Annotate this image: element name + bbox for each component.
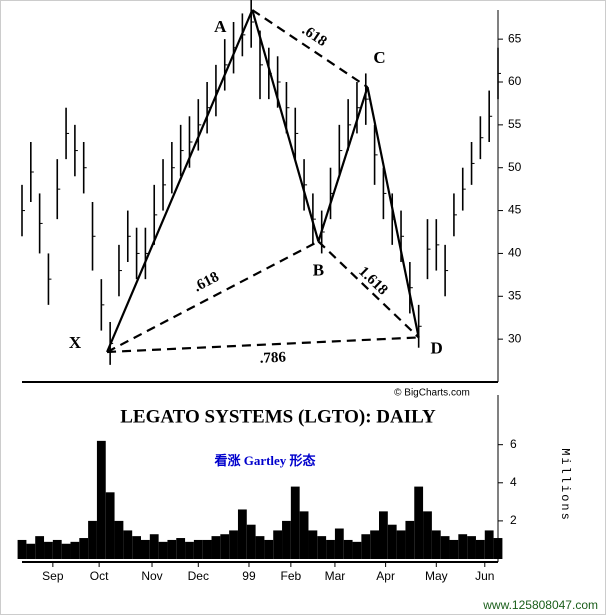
x-tick-label: Jun (475, 569, 494, 583)
volume-bar (35, 536, 45, 559)
volume-bar (26, 543, 36, 559)
x-tick-label: Mar (325, 569, 346, 583)
y-tick-label: 45 (508, 203, 522, 217)
volume-bar (17, 539, 27, 559)
volume-bar (343, 539, 353, 559)
y-tick-label: 6 (510, 437, 517, 451)
volume-bar (458, 534, 468, 559)
x-tick-label: Dec (188, 569, 209, 583)
volume-bar (158, 541, 168, 559)
volume-bar (114, 520, 124, 559)
volume-bar (370, 530, 379, 559)
volume-bar (255, 536, 265, 559)
x-tick-label: May (425, 569, 448, 583)
volume-bar (423, 511, 432, 559)
volume-bar (493, 538, 503, 559)
chart-title: LEGATO SYSTEMS (LGTO): DAILY (120, 406, 436, 427)
source: © BigCharts.com (394, 388, 470, 399)
pattern-point-label: A (214, 17, 227, 36)
y-axis-label: Millions (558, 448, 572, 522)
y-tick-label: 35 (508, 288, 522, 302)
y-tick-label: 4 (510, 475, 517, 489)
volume-bar (44, 541, 53, 559)
volume-bar (52, 539, 62, 559)
volume-bar (61, 543, 71, 559)
volume-bar (149, 534, 159, 559)
pattern-leg (106, 9, 254, 353)
volume-bar (431, 530, 441, 559)
volume-bar (202, 539, 212, 559)
ratio-label: .786 (259, 350, 286, 367)
subtitle: 看涨 Gartley 形态 (214, 453, 315, 468)
y-tick-label: 2 (510, 513, 517, 527)
volume-bar (308, 530, 318, 559)
volume-bar (246, 524, 256, 559)
ratio-line (106, 240, 319, 353)
volume-bar (96, 440, 106, 559)
volume-bar (79, 538, 89, 559)
volume-bar (475, 539, 485, 559)
volume-bar (440, 536, 450, 559)
pattern-point-label: X (69, 333, 82, 352)
y-tick-label: 65 (508, 31, 522, 45)
volume-bar (237, 509, 247, 559)
volume-bar (387, 524, 397, 559)
pattern-leg (317, 86, 369, 242)
ratio-line (251, 9, 369, 89)
volume-bar (334, 528, 344, 559)
pattern-leg (366, 86, 420, 338)
volume-bar (70, 541, 80, 559)
volume-bar (449, 539, 459, 559)
volume-bar (193, 539, 203, 559)
volume-bar (220, 534, 230, 559)
x-tick-label: Apr (376, 569, 395, 583)
volume-bar (264, 539, 274, 559)
volume-bar (484, 530, 494, 559)
volume-bar (211, 536, 221, 559)
volume-bar (326, 539, 335, 559)
volume-bar (176, 538, 186, 559)
volume-bar (123, 530, 133, 559)
volume-bar (361, 534, 371, 559)
y-tick-label: 55 (508, 117, 522, 131)
y-tick-label: 50 (508, 160, 522, 174)
volume-bar (317, 536, 327, 559)
y-tick-label: 30 (508, 331, 522, 345)
volume-bar (467, 536, 476, 559)
ratio-line (317, 240, 420, 339)
volume-bar (379, 511, 388, 559)
volume-bar (352, 541, 362, 559)
volume-bar (290, 486, 300, 559)
volume-bar (88, 520, 97, 559)
volume-bar (185, 541, 194, 559)
volume-bar (167, 539, 177, 559)
x-tick-label: Feb (281, 569, 302, 583)
volume-bar (396, 530, 406, 559)
volume-bar (405, 520, 415, 559)
volume-bar (414, 486, 424, 559)
volume-bar (299, 511, 309, 559)
volume-bar (132, 536, 141, 559)
pattern-point-label: B (313, 260, 324, 279)
y-tick-label: 60 (508, 74, 522, 88)
pattern-point-label: D (431, 338, 443, 357)
y-tick-label: 40 (508, 246, 522, 260)
pattern-point-label: C (373, 48, 385, 67)
x-tick-label: Nov (141, 569, 162, 583)
watermark: www.125808047.com (482, 598, 598, 612)
pattern-leg (251, 9, 320, 242)
volume-bar (141, 539, 150, 559)
volume-bar (105, 492, 115, 559)
volume-bar (229, 530, 238, 559)
x-tick-label: Oct (90, 569, 109, 583)
x-tick-label: Sep (42, 569, 64, 583)
volume-bar (282, 520, 291, 559)
ratio-line (107, 336, 419, 354)
x-tick-label: 99 (242, 569, 256, 583)
volume-bar (273, 530, 283, 559)
